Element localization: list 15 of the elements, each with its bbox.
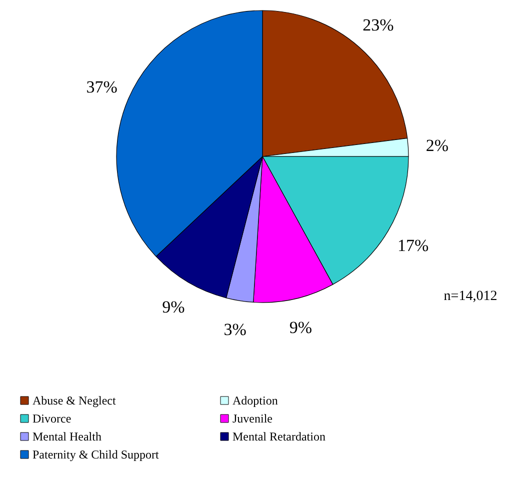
legend-label: Adoption bbox=[232, 394, 278, 408]
data-label: 37% bbox=[86, 78, 118, 96]
text: n=14,012 bbox=[444, 289, 498, 304]
data-label: 9% bbox=[162, 298, 185, 317]
legend-label: Mental Retardation bbox=[232, 430, 326, 444]
legend-label: Paternity & Child Support bbox=[32, 448, 160, 462]
legend-label: Juvenile bbox=[232, 412, 272, 426]
legend-label: Abuse & Neglect bbox=[32, 394, 116, 408]
data-label: 17% bbox=[398, 236, 429, 256]
data-label: 3% bbox=[224, 320, 246, 339]
data-label: 2% bbox=[426, 136, 448, 156]
data-label: 23% bbox=[362, 16, 394, 35]
legend-label: Mental Health bbox=[32, 430, 102, 444]
data-label: 9% bbox=[289, 318, 312, 337]
legend-label: Divorce bbox=[32, 412, 72, 426]
